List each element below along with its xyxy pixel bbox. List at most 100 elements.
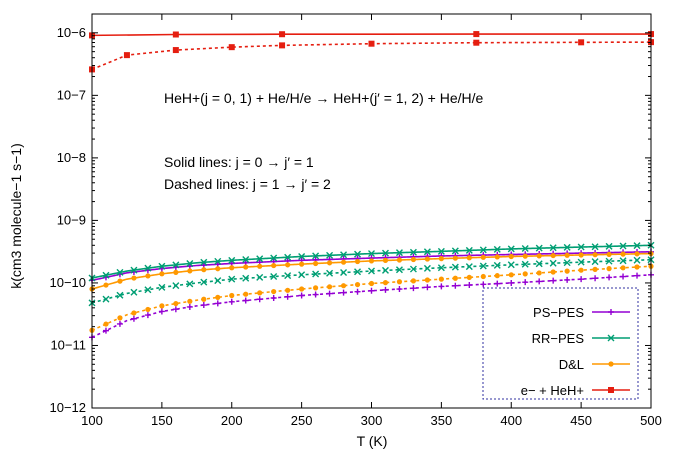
data-point — [326, 260, 333, 266]
data-point — [172, 47, 179, 54]
data-point — [298, 292, 305, 299]
legend-marker — [607, 334, 615, 342]
data-point — [368, 40, 375, 47]
y-tick-label: 10−12 — [49, 400, 86, 415]
data-point — [270, 294, 277, 301]
data-point — [633, 242, 641, 250]
data-point — [228, 256, 236, 264]
series-line — [91, 265, 652, 332]
data-point — [186, 280, 194, 288]
data-point — [634, 272, 641, 279]
data-point — [326, 284, 333, 290]
series-5 — [89, 250, 654, 292]
data-point — [354, 281, 361, 288]
data-point — [368, 258, 375, 264]
data-point — [563, 259, 571, 267]
data-point — [564, 276, 571, 283]
legend: PS−PES RR−PES D&L e− + HeH+ — [482, 287, 639, 400]
ticks-layer: 100 150 200 250 300 350 400 450 500 10−12 10−11 10−… — [49, 13, 662, 428]
data-point — [423, 248, 431, 256]
data-point — [144, 264, 152, 272]
data-point — [522, 279, 529, 286]
data-point — [158, 308, 165, 315]
data-point — [201, 296, 207, 302]
x-tick-label: 350 — [431, 413, 453, 428]
x-tick-label: 400 — [500, 413, 522, 428]
data-point — [284, 272, 292, 280]
data-point — [131, 275, 137, 281]
data-point — [284, 253, 292, 261]
series-line — [91, 258, 652, 304]
data-point — [522, 253, 528, 259]
data-point — [634, 264, 640, 270]
data-point — [354, 288, 361, 295]
series-6 — [89, 263, 654, 333]
data-point — [279, 31, 286, 38]
data-point — [522, 271, 528, 277]
data-point — [130, 266, 138, 274]
data-point — [424, 284, 431, 291]
series-7 — [89, 31, 654, 39]
data-point — [326, 290, 333, 297]
data-point — [215, 266, 221, 272]
legend-label: PS−PES — [533, 305, 584, 320]
data-point — [312, 291, 319, 298]
y-tick-label: 10−10 — [49, 275, 86, 290]
data-point — [479, 262, 487, 270]
data-point — [229, 265, 235, 271]
data-point — [521, 260, 529, 268]
y-tick-label: 10−7 — [57, 87, 86, 102]
data-point — [354, 250, 362, 258]
data-point — [605, 242, 613, 250]
data-point — [620, 251, 626, 257]
data-point — [424, 256, 430, 262]
data-point — [395, 249, 403, 257]
legend-marker — [608, 387, 614, 393]
data-point — [354, 268, 362, 276]
legend-entry: RR−PES — [532, 331, 630, 346]
data-point — [564, 268, 570, 274]
data-point — [299, 261, 305, 267]
data-point — [480, 281, 487, 288]
series-2 — [89, 271, 654, 341]
legend-entry: e− + HeH+ — [521, 383, 630, 398]
data-point — [116, 320, 123, 327]
data-point — [563, 243, 571, 251]
legend-marker — [608, 361, 614, 367]
y-tick-label: 10−9 — [57, 212, 86, 227]
data-point — [438, 256, 444, 262]
data-point — [606, 266, 612, 272]
x-tick-label: 200 — [221, 413, 243, 428]
data-point — [410, 285, 417, 292]
data-point — [466, 282, 473, 289]
data-point — [536, 253, 542, 259]
data-point — [123, 52, 130, 59]
data-point — [521, 245, 529, 253]
data-point — [550, 252, 556, 259]
data-point — [242, 297, 249, 304]
data-point — [494, 280, 501, 287]
data-point — [243, 264, 249, 270]
data-point — [452, 275, 458, 281]
data-point — [214, 277, 222, 285]
data-point — [340, 269, 348, 277]
data-point — [368, 280, 375, 287]
data-point — [591, 243, 599, 251]
data-point — [536, 278, 543, 285]
data-point — [173, 269, 179, 275]
data-point — [466, 274, 472, 281]
y-tick-label: 10−6 — [57, 25, 86, 40]
data-point — [313, 260, 319, 267]
data-point — [578, 276, 585, 283]
data-point — [437, 264, 445, 272]
data-point — [299, 286, 305, 292]
data-point — [270, 273, 278, 281]
data-point — [214, 257, 222, 265]
series-8 — [89, 39, 654, 73]
data-point — [256, 273, 264, 281]
data-point — [564, 252, 570, 258]
data-point — [201, 267, 207, 273]
data-point — [229, 292, 235, 299]
data-point — [473, 39, 480, 46]
data-point — [508, 272, 514, 278]
